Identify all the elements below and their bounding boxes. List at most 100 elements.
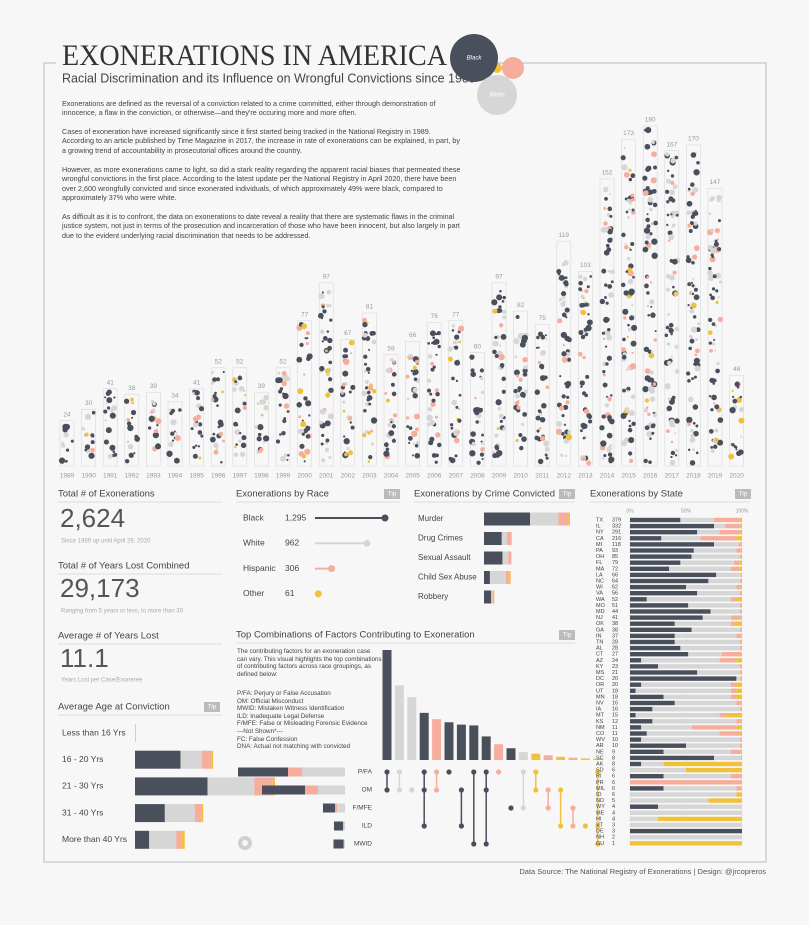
state-label: AR (596, 743, 604, 749)
tip-button[interactable] (204, 702, 220, 712)
case-dot (256, 436, 262, 442)
case-dot (469, 354, 475, 360)
case-dot (275, 377, 282, 384)
case-dot (254, 425, 258, 429)
case-dot (113, 452, 118, 457)
case-dot (286, 410, 290, 413)
bar-segment (708, 798, 742, 803)
bar-segment (630, 645, 681, 651)
case-dot (414, 427, 419, 432)
value-label: 147 (710, 179, 721, 186)
tip-button[interactable] (735, 489, 751, 499)
case-dot (670, 455, 673, 459)
bar-segment (688, 603, 740, 608)
case-dot (559, 375, 562, 378)
case-dot (150, 410, 154, 414)
case-dot (539, 435, 546, 442)
bar-segment (630, 810, 742, 815)
bar-segment (201, 750, 212, 769)
bar-segment (201, 804, 204, 823)
case-dot (383, 442, 389, 448)
case-dot (64, 459, 68, 463)
case-dot (392, 413, 398, 418)
year-label: 2004 (384, 473, 399, 480)
year-label: 1995 (189, 473, 204, 480)
case-dot (513, 369, 520, 376)
bar-segment (630, 774, 664, 779)
year-label: 2002 (341, 473, 356, 480)
bar-segment (194, 804, 202, 823)
tip-button[interactable] (559, 630, 575, 640)
bar-segment (641, 737, 740, 742)
case-dot (211, 371, 215, 374)
bar-segment (739, 676, 741, 681)
definition: ---Not Shown*--- (237, 727, 283, 735)
case-dot (171, 439, 175, 442)
case-dot (391, 372, 397, 377)
case-dot (150, 399, 154, 403)
bar-segment (686, 584, 737, 590)
bar-segment (730, 774, 741, 779)
case-dot (473, 407, 480, 414)
bar-segment (630, 548, 694, 553)
bar-segment (630, 542, 714, 547)
case-dot (717, 238, 720, 241)
year-box (102, 388, 118, 467)
case-dot (215, 377, 221, 382)
case-dot (694, 353, 698, 357)
case-dot (275, 439, 281, 444)
case-dot (410, 369, 414, 372)
case-dot (738, 417, 745, 424)
bar-segment (739, 603, 741, 608)
case-dot (392, 360, 396, 364)
year-label: 2008 (470, 473, 485, 480)
value-label: 170 (688, 136, 699, 143)
case-dot (342, 409, 346, 413)
bar-segment (725, 713, 742, 718)
tip-button[interactable] (384, 489, 400, 499)
case-dot (653, 338, 657, 342)
bar-segment (630, 804, 658, 809)
year-label: 1992 (125, 473, 140, 480)
x-tick-label: 0% (626, 508, 634, 514)
case-dot (556, 421, 563, 428)
case-dot (458, 340, 462, 344)
bar-segment (630, 615, 703, 620)
case-dot (131, 455, 134, 458)
case-dot (348, 339, 355, 346)
case-dot (564, 307, 570, 313)
case-dot (518, 432, 523, 438)
case-dot (327, 413, 335, 420)
category-label: 16 - 20 Yrs (62, 754, 103, 764)
case-dot (65, 448, 70, 452)
case-dot (476, 460, 481, 465)
case-dot (411, 454, 414, 457)
set-dot (434, 787, 440, 793)
case-dot (624, 242, 627, 245)
combination-bar (394, 685, 404, 760)
case-dot (155, 443, 162, 450)
set-dot (533, 769, 539, 775)
year-label: 2020 (729, 473, 744, 480)
case-dot (687, 303, 690, 307)
case-dot (607, 284, 613, 289)
case-dot (521, 436, 527, 442)
case-dot (414, 444, 419, 448)
case-dot (561, 312, 567, 318)
case-dot (695, 327, 701, 333)
case-dot (710, 449, 715, 454)
lollipop-head (381, 514, 389, 522)
year-box (318, 282, 334, 467)
case-dot (84, 413, 92, 421)
set-dot (471, 841, 477, 847)
tip-button[interactable] (559, 489, 575, 499)
category-label: More than 40 Yrs (62, 834, 127, 844)
state-label: NH (596, 835, 604, 841)
case-dot (693, 245, 700, 251)
case-dot (344, 452, 348, 457)
case-dot (155, 418, 162, 425)
case-dot (668, 322, 674, 328)
case-dot (739, 407, 745, 413)
case-dot (513, 388, 518, 394)
case-dot (453, 429, 459, 434)
